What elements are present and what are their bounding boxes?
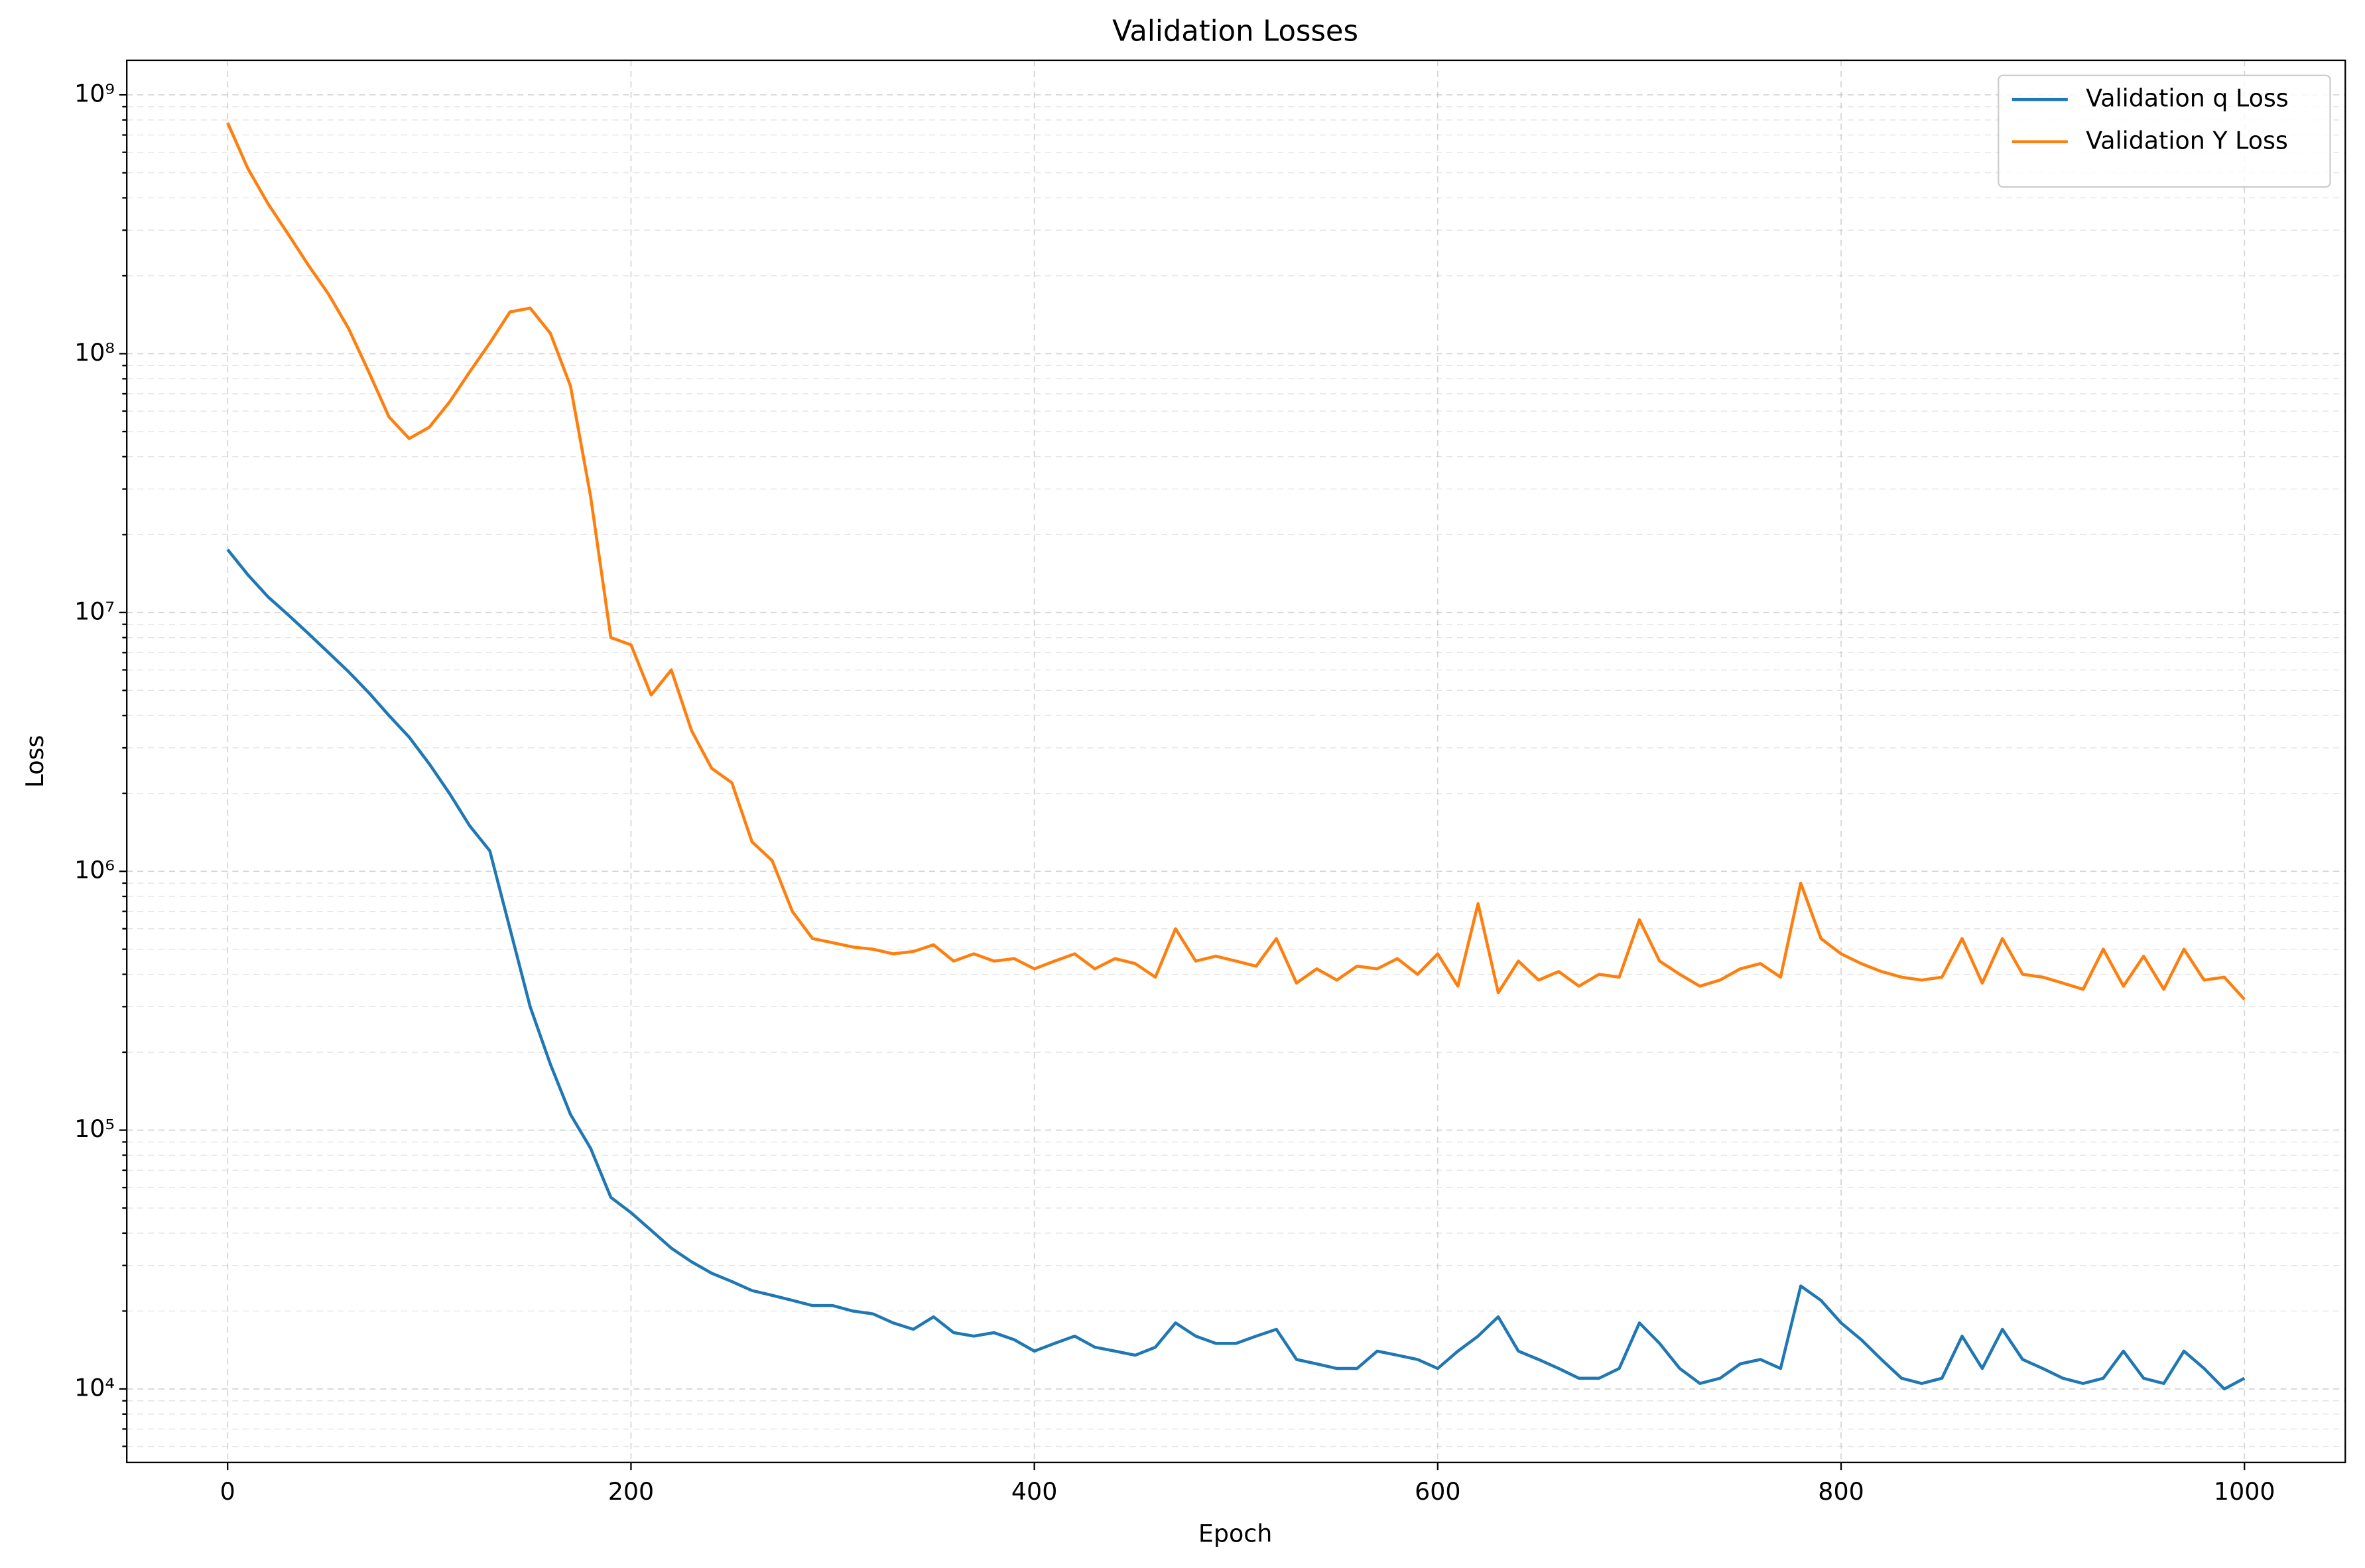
- line-series: [226, 122, 2246, 1000]
- axes: 0 200 400 600 800 1000 10⁴ 10⁵ 10⁶ 10⁷ 10⁸ 10⁹: [74, 80, 2275, 1506]
- x-axis-label: Epoch: [1198, 1519, 1272, 1547]
- line-series: [226, 548, 2246, 1391]
- y-tick-label: 10⁷: [74, 597, 115, 625]
- y-axis-label: Loss: [21, 735, 49, 788]
- legend: Validation q Loss Validation Y Loss: [1998, 74, 2331, 188]
- plot-area: [226, 122, 2246, 1391]
- x-tick-label: 800: [1818, 1477, 1864, 1506]
- chart-title: Validation Losses: [1112, 15, 1358, 48]
- y-tick-label: 10⁵: [74, 1115, 115, 1143]
- x-tick-label: 1000: [2214, 1477, 2275, 1506]
- x-tick-label: 200: [608, 1477, 654, 1506]
- legend-box: [1998, 74, 2331, 188]
- x-tick-label: 600: [1415, 1477, 1460, 1506]
- x-tick-label: 0: [220, 1477, 235, 1506]
- y-tick-label: 10⁹: [74, 80, 115, 108]
- legend-label: Validation Y Loss: [2086, 126, 2288, 154]
- axes-frame: [126, 59, 2346, 1463]
- legend-label: Validation q Loss: [2086, 84, 2289, 113]
- y-tick-label: 10⁶: [74, 856, 115, 884]
- grid: [127, 60, 2346, 1463]
- y-tick-label: 10⁸: [74, 338, 115, 367]
- x-tick-label: 400: [1011, 1477, 1057, 1506]
- y-tick-label: 10⁴: [74, 1373, 115, 1402]
